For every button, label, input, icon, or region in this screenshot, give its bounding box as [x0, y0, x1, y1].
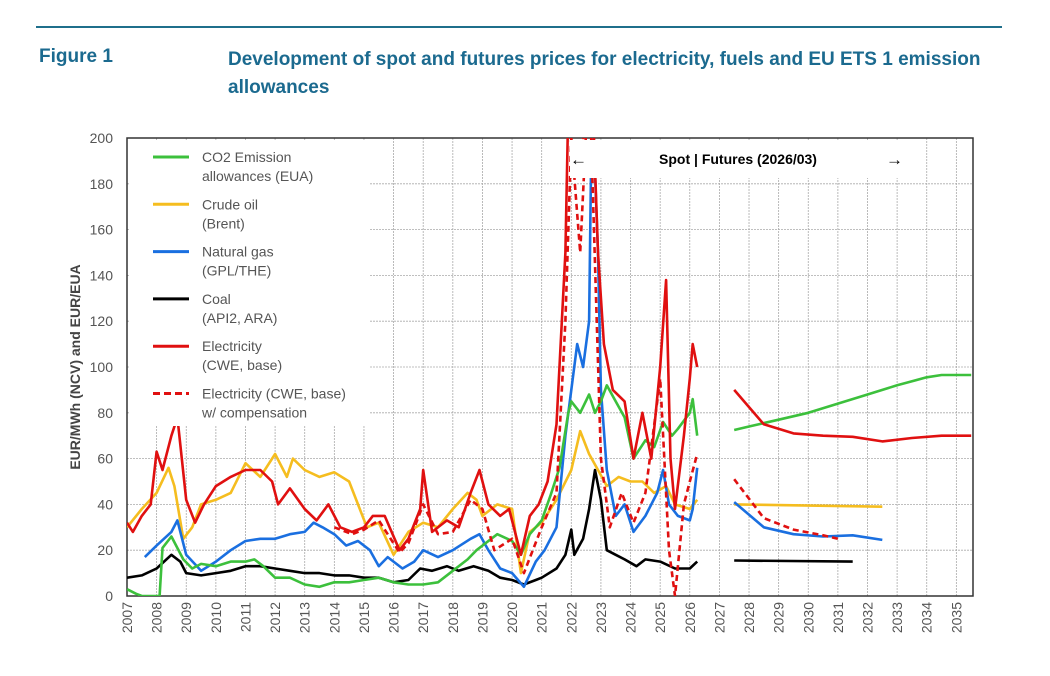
- x-tick-label: 2034: [919, 602, 935, 633]
- x-tick-label: 2017: [415, 602, 431, 633]
- x-tick-label: 2015: [356, 602, 372, 633]
- series-line-spot-0: [127, 383, 699, 596]
- legend-label: Natural gas: [202, 244, 274, 260]
- x-tick-label: 2008: [149, 602, 165, 633]
- x-tick-label: 2029: [771, 602, 787, 633]
- legend-label: (API2, ARA): [202, 310, 277, 326]
- y-tick-label: 20: [97, 542, 113, 558]
- y-tick-label: 120: [90, 313, 114, 329]
- y-tick-label: 180: [90, 176, 114, 192]
- figure-title: Development of spot and futures prices f…: [228, 49, 981, 98]
- y-tick-label: 0: [105, 588, 113, 604]
- series-line-futures-2: [733, 501, 883, 542]
- legend-label: allowances (EUA): [202, 168, 313, 184]
- annotation-box: [570, 140, 910, 178]
- spot-futures-annotation: Spot | Futures (2026/03): [659, 151, 817, 167]
- x-tick-label: 2012: [267, 602, 283, 633]
- header-rule: [36, 26, 1002, 28]
- y-tick-label: 100: [90, 359, 114, 375]
- series-line-spot-3: [127, 468, 699, 586]
- x-tick-label: 2020: [504, 602, 520, 633]
- legend-label: (GPL/THE): [202, 263, 271, 279]
- series-line-spot-1: [127, 429, 699, 575]
- series-line-futures-3: [734, 559, 853, 563]
- right-arrow-icon: →: [886, 150, 903, 169]
- legend-label: Coal: [202, 291, 231, 307]
- x-tick-label: 2024: [623, 602, 639, 633]
- legend-label: Electricity (CWE, base): [202, 386, 346, 402]
- x-tick-label: 2028: [741, 602, 757, 633]
- x-tick-label: 2027: [711, 602, 727, 633]
- x-tick-label: 2035: [948, 602, 964, 633]
- series-group: [127, 138, 972, 596]
- x-tick-label: 2014: [326, 602, 342, 633]
- x-tick-label: 2025: [652, 602, 668, 633]
- x-tick-label: 2023: [593, 602, 609, 633]
- plot-border: [126, 137, 974, 597]
- x-tick-label: 2011: [237, 602, 253, 632]
- series-line-futures-4: [733, 389, 972, 443]
- legend-box: [129, 140, 369, 426]
- x-tick-label: 2007: [119, 602, 135, 633]
- series-line-futures-5: [733, 478, 839, 541]
- legend-label: w/ compensation: [201, 405, 307, 421]
- x-tick-label: 2026: [682, 602, 698, 633]
- x-tick-label: 2009: [178, 602, 194, 633]
- x-tick-label: 2032: [860, 602, 876, 633]
- legend-label: Crude oil: [202, 196, 258, 212]
- x-tick-label: 2019: [474, 602, 490, 633]
- series-line-spot-4: [127, 138, 699, 557]
- x-tick-label: 2018: [445, 602, 461, 633]
- series-line-futures-0: [733, 373, 972, 432]
- legend-label: (Brent): [202, 215, 245, 231]
- x-tick-label: 2030: [800, 602, 816, 633]
- y-tick-label: 60: [97, 451, 113, 467]
- y-tick-label: 40: [97, 496, 113, 512]
- x-tick-label: 2013: [297, 602, 313, 633]
- y-tick-label: 200: [90, 130, 114, 146]
- x-tick-label: 2016: [386, 602, 402, 633]
- series-line-spot-2: [143, 138, 699, 589]
- series-line-futures-1: [734, 503, 883, 508]
- y-tick-label: 140: [90, 267, 114, 283]
- left-arrow-icon: ←: [570, 150, 587, 169]
- x-tick-label: 2022: [563, 602, 579, 633]
- y-tick-label: 160: [90, 222, 114, 238]
- x-tick-label: 2031: [830, 602, 846, 633]
- legend-label: Electricity: [202, 338, 262, 354]
- series-line-spot-5: [333, 138, 699, 596]
- x-tick-label: 2010: [208, 602, 224, 633]
- y-axis-label: EUR/MWh (NCV) and EUR/EUA: [67, 264, 83, 469]
- x-tick-label: 2021: [534, 602, 550, 633]
- y-tick-label: 80: [97, 405, 113, 421]
- figure-label: Figure 1: [39, 46, 113, 67]
- x-tick-label: 2033: [889, 602, 905, 633]
- legend-label: CO2 Emission: [202, 149, 291, 165]
- legend-label: (CWE, base): [202, 357, 282, 373]
